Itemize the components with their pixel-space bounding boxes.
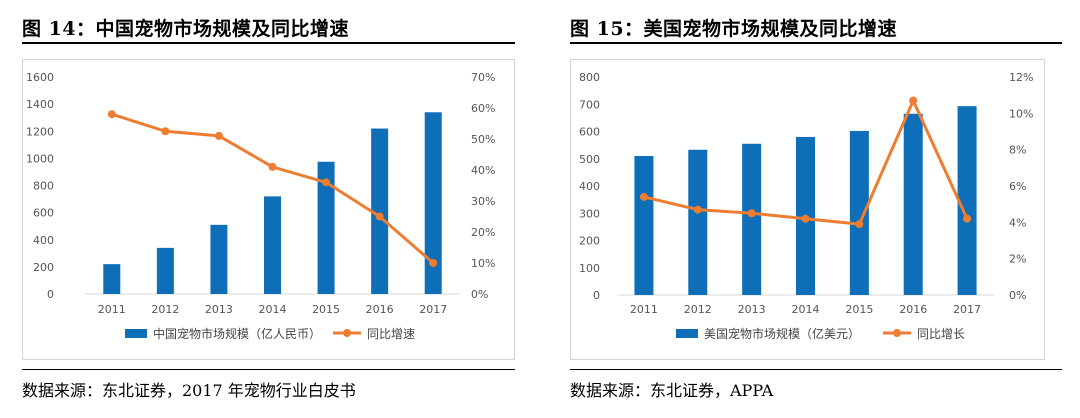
x-axis-category-label: 2015 (312, 303, 340, 316)
bar-2016 (903, 113, 923, 295)
title-rule (570, 42, 1062, 44)
us-pet-market-chart-svg: 0 100 200 300 400 500 600 700 800 0% 2% 4% 6% 8% 10% 12… (579, 71, 1033, 341)
bar-2015 (317, 161, 335, 294)
growth-point-2015 (322, 178, 331, 187)
right-axis-tick-label: 8% (1009, 144, 1026, 157)
china-pet-market-chart-svg: 0 200 400 600 800 1000 1200 1400 1600 0% 10% 20% 30%… (26, 71, 495, 341)
figure-14-panel: 图 14：中国宠物市场规模及同比增速 0 200 400 600 800 1000 1200… (0, 0, 530, 418)
china-pet-market-chart: 0 200 400 600 800 1000 1200 1400 1600 0% 10% 20% 30%… (22, 59, 515, 360)
right-axis-tick-label: 20% (471, 226, 495, 239)
growth-point-2015 (855, 220, 864, 229)
right-axis-tick-label: 10% (471, 257, 495, 270)
legend-line-marker (893, 329, 901, 337)
legend-bar-swatch (125, 329, 147, 338)
left-axis-tick-label: 1000 (26, 152, 54, 165)
bar-2015 (849, 130, 869, 295)
figure-15-panel: 图 15：美国宠物市场规模及同比增速 0 100 200 300 400 500 600 70… (548, 0, 1080, 418)
bar-2011 (103, 264, 121, 294)
growth-point-2016 (375, 212, 384, 221)
bar-2012 (156, 247, 174, 294)
right-axis-tick-label: 0% (1009, 289, 1026, 302)
right-axis-tick-label: 50% (471, 133, 495, 146)
left-axis-tick-label: 0 (593, 289, 600, 302)
legend-bar-label: 中国宠物市场规模（亿人民币） (153, 326, 321, 341)
left-axis-tick-label: 1200 (26, 125, 54, 138)
growth-point-2012 (161, 127, 170, 136)
right-axis-tick-label: 70% (471, 71, 495, 84)
right-axis-tick-label: 40% (471, 164, 495, 177)
left-axis-tick-label: 400 (33, 234, 54, 247)
bar-2017 (957, 106, 977, 295)
x-axis-category-label: 2016 (899, 303, 927, 316)
figure-14-title: 图 14：中国宠物市场规模及同比增速 (22, 18, 350, 40)
growth-point-2017 (429, 259, 438, 267)
figure-15-title: 图 15：美国宠物市场规模及同比增速 (570, 18, 898, 40)
bar-2013 (210, 224, 228, 294)
left-axis-tick-label: 200 (33, 261, 54, 274)
growth-point-2016 (909, 96, 918, 105)
x-axis-category-label: 2017 (419, 303, 447, 316)
legend-line-label: 同比增速 (367, 327, 415, 341)
x-axis-category-label: 2011 (98, 303, 126, 316)
left-axis-tick-label: 600 (33, 207, 54, 220)
right-axis-tick-label: 0% (471, 288, 488, 301)
x-axis-category-label: 2014 (259, 303, 287, 316)
left-axis-tick-label: 400 (579, 180, 600, 193)
growth-point-2012 (693, 205, 702, 214)
x-axis-category-label: 2014 (792, 303, 820, 316)
legend-line-label: 同比增长 (917, 327, 965, 341)
legend-line-marker (343, 329, 351, 337)
left-axis-tick-label: 1400 (26, 98, 54, 111)
left-axis-tick-label: 0 (47, 288, 54, 301)
growth-point-2014 (801, 214, 810, 223)
right-axis-tick-label: 2% (1009, 253, 1026, 266)
growth-point-2017 (963, 214, 972, 223)
bar-2017 (424, 112, 442, 294)
left-axis-tick-label: 800 (579, 71, 600, 84)
x-axis-category-label: 2016 (366, 303, 394, 316)
left-axis-tick-label: 1600 (26, 71, 54, 84)
left-axis-tick-label: 700 (579, 98, 600, 111)
left-axis-tick-label: 800 (33, 180, 54, 193)
legend-bar-swatch (676, 329, 698, 338)
figure-15-source: 数据来源：东北证券，APPA (570, 381, 774, 400)
x-axis-category-label: 2015 (845, 303, 873, 316)
right-axis-tick-label: 12% (1009, 71, 1033, 84)
source-rule (570, 369, 1062, 370)
figure-14-source: 数据来源：东北证券，2017 年宠物行业白皮书 (22, 381, 356, 400)
left-axis-tick-label: 300 (579, 207, 600, 220)
legend-bar-label: 美国宠物市场规模（亿美元） (704, 326, 860, 341)
x-axis-category-label: 2013 (205, 303, 233, 316)
x-axis-category-label: 2012 (684, 303, 712, 316)
us-pet-market-chart: 0 100 200 300 400 500 600 700 800 0% 2% 4% 6% 8% 10% 12… (570, 59, 1045, 360)
growth-point-2011 (639, 192, 648, 201)
growth-point-2011 (107, 110, 116, 119)
right-axis-tick-label: 4% (1009, 216, 1026, 229)
left-axis-tick-label: 500 (579, 153, 600, 166)
left-axis-tick-label: 200 (579, 235, 600, 248)
x-axis-category-label: 2011 (630, 303, 658, 316)
bar-2014 (264, 196, 281, 294)
bar-2011 (634, 156, 654, 295)
source-rule (22, 369, 515, 370)
bar-2012 (688, 149, 708, 295)
bar-2013 (742, 143, 762, 295)
right-axis-tick-label: 60% (471, 102, 495, 115)
x-axis-category-label: 2012 (151, 303, 179, 316)
right-axis-tick-label: 6% (1009, 180, 1026, 193)
right-axis-tick-label: 10% (1009, 107, 1033, 120)
bar-2016 (371, 128, 389, 294)
left-axis-tick-label: 100 (579, 262, 600, 275)
title-rule (22, 42, 515, 44)
x-axis-category-label: 2013 (738, 303, 766, 316)
growth-point-2013 (214, 131, 223, 140)
growth-point-2014 (268, 162, 277, 171)
growth-point-2013 (747, 209, 756, 218)
right-axis-tick-label: 30% (471, 195, 495, 208)
left-axis-tick-label: 600 (579, 126, 600, 139)
x-axis-category-label: 2017 (953, 303, 981, 316)
